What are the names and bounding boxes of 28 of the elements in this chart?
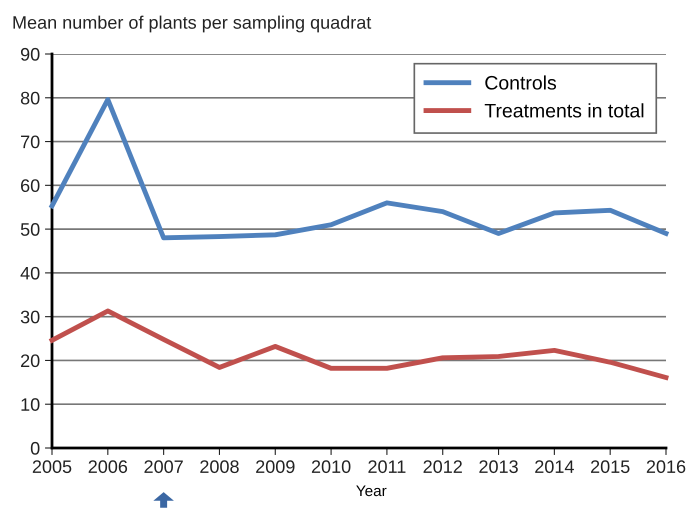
y-tick-label: 80: [20, 92, 40, 104]
y-tick-label: 0: [30, 442, 40, 455]
legend-label: Treatments in total: [484, 103, 644, 118]
x-tick-label: 2006: [88, 460, 128, 474]
x-tick-label: 2010: [312, 460, 350, 474]
y-tick-label: 10: [21, 398, 40, 411]
y-tick-label: 30: [20, 310, 40, 324]
x-axis-title: Year: [356, 486, 386, 496]
legend-label: Controls: [485, 75, 556, 90]
line-series: [50, 308, 668, 380]
x-tick-label: 2005: [32, 460, 72, 474]
x-tick-label: 2015: [591, 460, 630, 474]
x-tick-label: 2008: [200, 460, 239, 474]
x-tick-label: 2014: [535, 460, 574, 474]
y-tick-label: 50: [20, 223, 40, 236]
x-tick-label: 2009: [256, 460, 294, 474]
y-axis-title: Mean number of plants per sampling quadrat: [13, 16, 372, 32]
y-tick-label: 20: [21, 354, 40, 368]
line-series: [50, 97, 668, 240]
y-tick-label: 90: [20, 48, 40, 61]
y-tick-label: 40: [20, 266, 40, 280]
x-tick-label: 2011: [368, 460, 406, 474]
x-tick-label: 2007: [144, 460, 183, 474]
x-tick-label: 2013: [479, 460, 518, 474]
x-tick-label: 2012: [424, 460, 462, 474]
y-tick-label: 60: [21, 179, 40, 192]
x-tick-label: 2016: [646, 460, 686, 474]
y-tick-label: 70: [21, 135, 40, 148]
